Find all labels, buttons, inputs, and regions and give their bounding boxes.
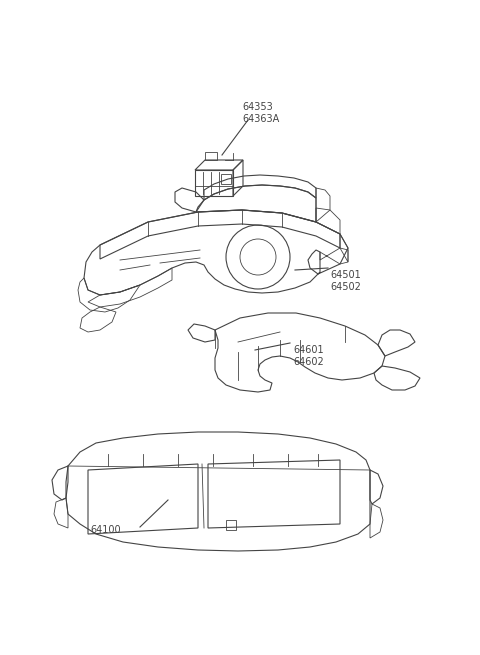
Text: 64501
64502: 64501 64502 <box>330 270 361 291</box>
Text: 64100: 64100 <box>90 525 120 535</box>
Text: 64601
64602: 64601 64602 <box>293 345 324 367</box>
Text: 64353
64363A: 64353 64363A <box>242 102 279 124</box>
